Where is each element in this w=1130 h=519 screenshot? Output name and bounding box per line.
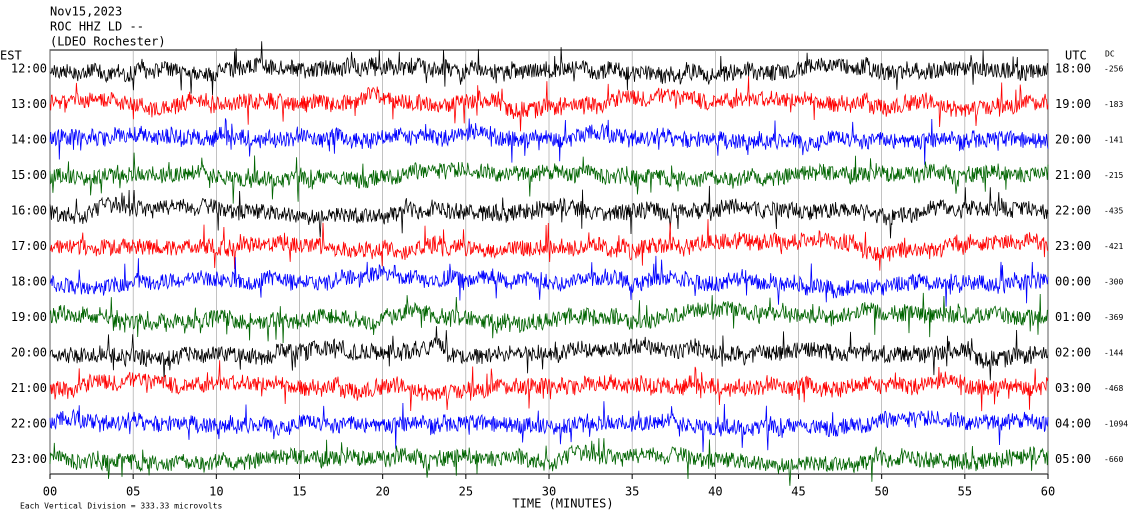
utc-row-label: 23:00 [1055, 239, 1091, 253]
left-axis-label: EST [0, 49, 22, 63]
dc-value: -144 [1104, 349, 1123, 358]
utc-row-label: 20:00 [1055, 133, 1091, 147]
dc-value: -256 [1104, 65, 1123, 74]
x-tick-label: 50 [874, 485, 888, 499]
x-tick-label: 30 [542, 485, 556, 499]
trace [49, 360, 1049, 412]
title-line: ROC HHZ LD -- [50, 20, 144, 34]
dc-value: -468 [1104, 384, 1123, 393]
utc-row-label: 01:00 [1055, 310, 1091, 324]
utc-row-label: 21:00 [1055, 168, 1091, 182]
dc-value: -421 [1104, 242, 1123, 251]
dc-label: DC [1105, 50, 1115, 59]
dc-value: -300 [1104, 278, 1123, 287]
trace [49, 76, 1049, 132]
dc-value: -141 [1104, 136, 1123, 145]
utc-row-label: 18:00 [1055, 62, 1091, 76]
x-tick-label: 35 [625, 485, 639, 499]
row-label: 21:00 [11, 381, 47, 395]
row-label: 18:00 [11, 275, 47, 289]
dc-value: -215 [1104, 171, 1123, 180]
row-label: 22:00 [11, 417, 47, 431]
x-tick-label: 05 [126, 485, 140, 499]
trace [49, 255, 1049, 307]
row-label: 15:00 [11, 168, 47, 182]
trace [49, 219, 1049, 271]
trace [49, 118, 1049, 165]
x-tick-label: 20 [375, 485, 389, 499]
row-label: 14:00 [11, 133, 47, 147]
x-tick-label: 55 [958, 485, 972, 499]
utc-row-label: 03:00 [1055, 381, 1091, 395]
utc-row-label: 00:00 [1055, 275, 1091, 289]
dc-value: -183 [1104, 100, 1123, 109]
title-line: Nov15,2023 [50, 5, 122, 19]
x-tick-label: 45 [791, 485, 805, 499]
x-tick-label: 25 [459, 485, 473, 499]
right-axis-label: UTC [1065, 49, 1087, 63]
row-label: 19:00 [11, 310, 47, 324]
dc-value: -1094 [1104, 420, 1128, 429]
row-label: 16:00 [11, 204, 47, 218]
utc-row-label: 04:00 [1055, 417, 1091, 431]
trace [49, 438, 1049, 486]
trace [49, 401, 1049, 453]
utc-row-label: 02:00 [1055, 346, 1091, 360]
trace [49, 185, 1049, 239]
x-tick-label: 60 [1041, 485, 1055, 499]
row-label: 23:00 [11, 452, 47, 466]
x-tick-label: 10 [209, 485, 223, 499]
trace [49, 292, 1049, 344]
row-label: 20:00 [11, 346, 47, 360]
trace [49, 41, 1049, 96]
row-label: 17:00 [11, 239, 47, 253]
utc-row-label: 22:00 [1055, 204, 1091, 218]
x-axis-label: TIME (MINUTES) [512, 497, 613, 511]
utc-row-label: 05:00 [1055, 452, 1091, 466]
row-label: 12:00 [11, 62, 47, 76]
dc-value: -435 [1104, 207, 1123, 216]
x-tick-label: 15 [292, 485, 306, 499]
x-tick-label: 40 [708, 485, 722, 499]
row-label: 13:00 [11, 97, 47, 111]
footnote: Each Vertical Division = 333.33 microvol… [20, 502, 222, 511]
dc-value: -660 [1104, 455, 1123, 464]
utc-row-label: 19:00 [1055, 97, 1091, 111]
trace [49, 152, 1049, 204]
title-line: (LDEO Rochester) [50, 35, 166, 49]
dc-value: -369 [1104, 313, 1123, 322]
trace [49, 326, 1049, 382]
x-tick-label: 00 [43, 485, 57, 499]
